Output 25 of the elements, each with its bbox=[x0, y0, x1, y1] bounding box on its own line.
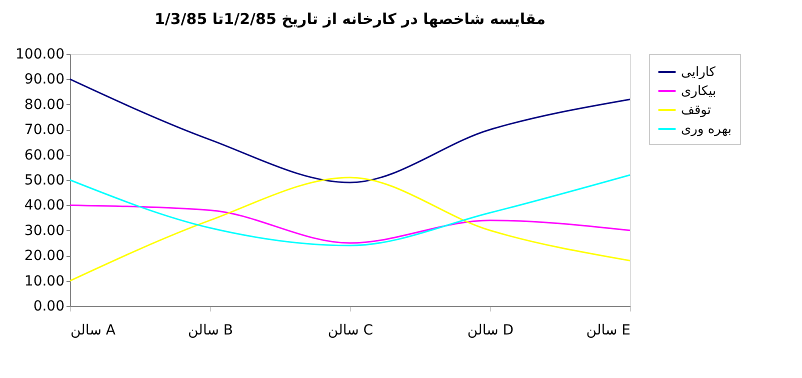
line-series bbox=[69, 174, 631, 246]
y-tick-label: 100.00 bbox=[16, 46, 64, 62]
y-tick-label: 50.00 bbox=[24, 172, 64, 188]
y-tick-label: 70.00 bbox=[24, 122, 64, 138]
y-tick-label: 0.00 bbox=[33, 298, 64, 314]
line-series bbox=[69, 176, 631, 282]
x-tick-label: سالن B bbox=[188, 322, 233, 338]
x-tick-label: سالن D bbox=[467, 322, 514, 338]
y-tick-label: 60.00 bbox=[24, 147, 64, 164]
line-series bbox=[69, 78, 631, 184]
legend-label: بیکاری bbox=[681, 84, 716, 99]
x-tick-label: سالن A bbox=[70, 322, 116, 338]
chart-title: مقایسه شاخصها در کارخانه از تاریخ 1/2/85تا 1/3/85 bbox=[154, 10, 546, 28]
y-tick-label: 10.00 bbox=[24, 273, 64, 290]
y-tick-label: 30.00 bbox=[24, 222, 64, 239]
x-tick-label: سالن E bbox=[586, 322, 630, 338]
legend-label: کارایی bbox=[681, 65, 716, 80]
x-tick-label: سالن C bbox=[328, 322, 374, 338]
legend-label: بهره وری bbox=[681, 122, 732, 137]
legend-label: توقف bbox=[681, 103, 712, 118]
y-tick-label: 40.00 bbox=[24, 198, 64, 214]
y-tick-label: 80.00 bbox=[24, 96, 64, 113]
line-series bbox=[69, 204, 631, 244]
y-tick-label: 90.00 bbox=[24, 72, 64, 88]
y-tick-label: 20.00 bbox=[24, 248, 64, 264]
